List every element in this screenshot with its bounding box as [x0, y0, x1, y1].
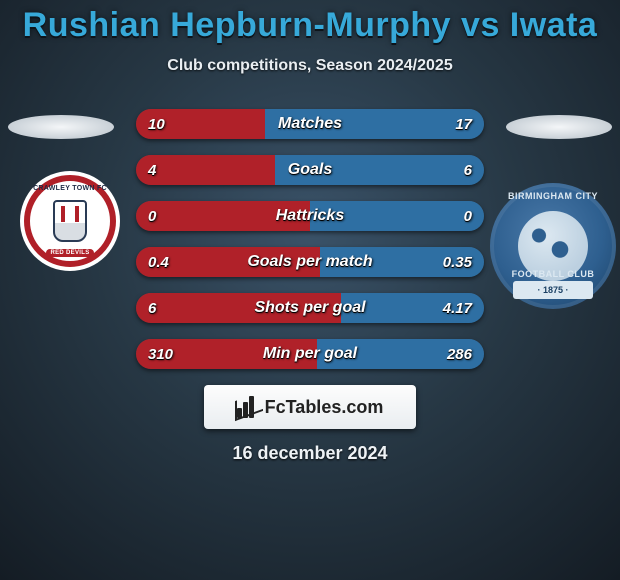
pedestal-left — [8, 115, 114, 139]
stat-row: 0.40.35Goals per match — [136, 247, 484, 277]
club-crest-right: BIRMINGHAM CITY FOOTBALL CLUB · 1875 · — [490, 183, 616, 309]
stat-value-left: 10 — [136, 109, 177, 139]
shield-icon — [53, 200, 87, 242]
stat-value-right: 0 — [452, 201, 484, 231]
crest-left-top-text: CRAWLEY TOWN FC — [30, 185, 110, 192]
stat-row: 00Hattricks — [136, 201, 484, 231]
stat-row: 46Goals — [136, 155, 484, 185]
page-title: Rushian Hepburn-Murphy vs Iwata — [0, 6, 620, 45]
crest-right-top-text: BIRMINGHAM CITY — [490, 191, 616, 201]
snapshot-date: 16 december 2024 — [0, 443, 620, 464]
stat-value-left: 4 — [136, 155, 168, 185]
bar-chart-icon — [237, 396, 259, 418]
pedestal-right — [506, 115, 612, 139]
stat-row: 64.17Shots per goal — [136, 293, 484, 323]
stat-value-right: 0.35 — [431, 247, 484, 277]
footer-brand-text: FcTables.com — [265, 397, 384, 418]
subtitle: Club competitions, Season 2024/2025 — [0, 57, 620, 75]
stat-value-right: 17 — [443, 109, 484, 139]
stat-value-left: 6 — [136, 293, 168, 323]
stat-value-left: 0 — [136, 201, 168, 231]
stat-row: 1017Matches — [136, 109, 484, 139]
club-crest-left: CRAWLEY TOWN FC RED DEVILS — [20, 171, 120, 271]
footer-brand-badge: FcTables.com — [204, 385, 416, 429]
crest-right-bottom-text: FOOTBALL CLUB — [490, 269, 616, 279]
stat-row: 310286Min per goal — [136, 339, 484, 369]
stat-value-left: 0.4 — [136, 247, 181, 277]
stat-value-left: 310 — [136, 339, 185, 369]
stat-value-right: 286 — [435, 339, 484, 369]
stat-value-right: 4.17 — [431, 293, 484, 323]
stat-value-right: 6 — [452, 155, 484, 185]
stat-bars: 1017Matches46Goals00Hattricks0.40.35Goal… — [136, 109, 484, 369]
crest-left-bottom-text: RED DEVILS — [46, 249, 94, 257]
crest-right-ribbon: · 1875 · — [513, 281, 593, 299]
